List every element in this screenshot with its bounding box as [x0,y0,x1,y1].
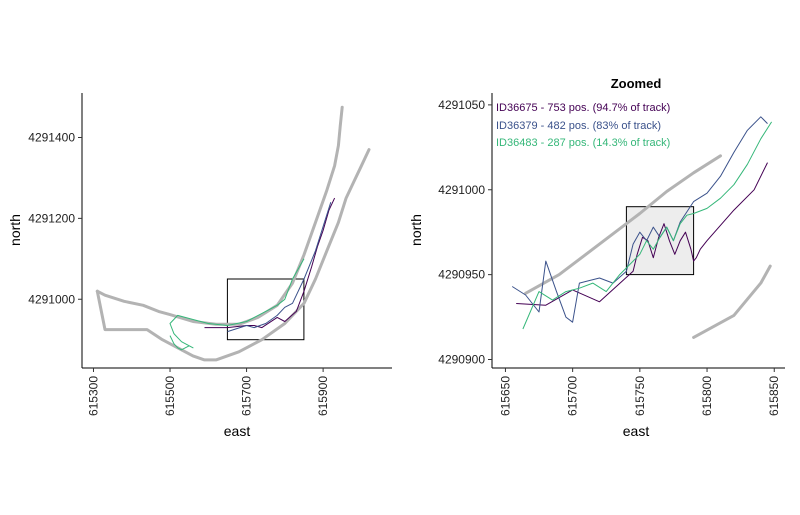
zoomed-x-tick-label-3: 615800 [700,376,714,416]
overview-y-tick-label-2: 4291400 [28,130,75,144]
zoomed-y-tick-label-0: 4290900 [438,353,485,367]
overview-y-tick-label-0: 4291000 [28,292,75,306]
zoomed-y-tick-label-2: 4291000 [438,183,485,197]
zoomed-y-axis-title: north [408,214,424,246]
zoomed-y-tick-label-3: 4291050 [438,98,485,112]
overview-x-tick-label-3: 615900 [316,376,330,416]
zoomed-x-tick-label-1: 615700 [566,376,580,416]
zoomed-legend: ID36675 - 753 pos. (94.7% of track) ID36… [496,102,670,149]
zoomed-panel: Zoomed 615650 615700 615750 615800 615850 42… [408,76,785,439]
overview-river-bank-1 [95,105,344,326]
overview-y-tick-label-1: 4291200 [28,211,75,225]
zoomed-track-id36483 [522,121,773,330]
zoomed-panel-title: Zoomed [611,76,662,91]
overview-y-ticks: 4291000 4291200 4291400 [28,130,82,306]
overview-track-id36379 [227,202,332,333]
overview-x-tick-label-0: 615300 [87,376,101,416]
zoomed-y-ticks: 4290900 4290950 4291000 4291050 [438,98,492,367]
overview-x-tick-label-1: 615500 [163,376,177,416]
overview-panel: 615300 615500 615700 615900 429100042912004… [7,93,392,439]
legend-entry-id36379: ID36379 - 482 pos. (83% of track) [496,120,661,132]
overview-x-axis-title: east [224,423,251,439]
zoomed-plot-area [511,116,773,339]
zoomed-x-tick-label-2: 615750 [633,376,647,416]
overview-x-tick-label-2: 615700 [240,376,254,416]
zoomed-y-tick-label-1: 4290950 [438,268,485,282]
zoomed-track-id36379 [511,116,768,323]
zoomed-x-tick-label-4: 615850 [767,376,781,416]
zoomed-x-tick-label-0: 615650 [498,376,512,416]
legend-entry-id36483: ID36483 - 287 pos. (14.3% of track) [496,137,670,149]
overview-y-axis-title: north [7,214,23,246]
zoomed-x-axis-title: east [623,423,650,439]
zoomed-x-ticks: 615650 615700 615750 615800 615850 [498,368,781,416]
overview-plot-area [95,105,371,362]
zoomed-track-id36675 [516,162,768,306]
overview-track-id36483 [169,258,305,351]
overview-river-bank-2 [95,148,371,362]
overview-x-ticks: 615300 615500 615700 615900 [87,368,330,416]
zoomed-river-bank-1 [524,154,722,295]
legend-entry-id36675: ID36675 - 753 pos. (94.7% of track) [496,102,670,114]
overview-track-id36675 [204,197,336,329]
overview-zoom-box [226,278,305,341]
zoomed-river-bank-2 [692,264,772,339]
